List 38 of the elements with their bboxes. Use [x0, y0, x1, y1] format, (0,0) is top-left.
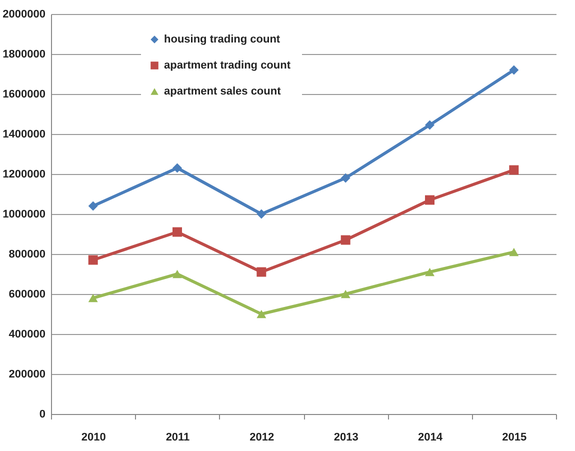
point: [340, 290, 350, 298]
x-tick-label: 2015: [502, 432, 527, 444]
legend-label: apartment trading count: [164, 60, 291, 72]
point: [172, 227, 182, 237]
point: [509, 248, 519, 256]
y-tick-label: 1600000: [2, 88, 46, 100]
point: [340, 235, 350, 245]
point: [88, 294, 98, 302]
point: [425, 195, 434, 205]
point: [256, 209, 266, 219]
point: [425, 268, 434, 276]
point: [509, 165, 519, 175]
y-tick-label: 600000: [8, 288, 46, 300]
x-tick-label: 2012: [250, 432, 274, 444]
point: [256, 267, 266, 277]
point: [256, 310, 266, 318]
point: [172, 163, 182, 173]
y-tick-label: 0: [39, 408, 46, 420]
y-tick-label: 200000: [8, 368, 46, 380]
point: [172, 270, 182, 278]
point: [340, 173, 350, 183]
y-tick-label: 800000: [8, 248, 46, 260]
point: [88, 201, 98, 211]
x-tick-label: 2011: [166, 432, 190, 444]
x-tick-label: 2010: [81, 432, 106, 444]
y-tick-label: 400000: [8, 328, 46, 340]
x-tick-label: 2014: [418, 432, 444, 444]
x-tick-label: 2013: [334, 432, 358, 444]
legend-label: apartment sales count: [164, 86, 282, 98]
point: [88, 255, 98, 265]
y-tick-label: 1800000: [2, 48, 46, 60]
point: [425, 120, 434, 130]
point: [509, 65, 519, 75]
y-tick-label: 2000000: [2, 8, 46, 20]
y-tick-label: 1400000: [2, 128, 46, 140]
y-tick-label: 1200000: [2, 168, 46, 180]
legend-label: housing trading count: [164, 34, 280, 46]
y-tick-label: 1000000: [2, 208, 46, 220]
